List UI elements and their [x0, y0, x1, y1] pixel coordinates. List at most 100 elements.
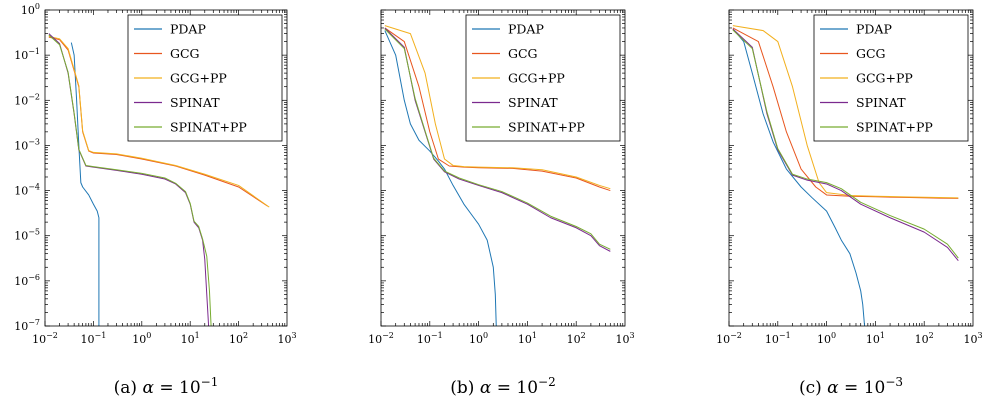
series-line-gcg-pppp [732, 25, 959, 199]
x-tick-label-exp: 2 [243, 331, 248, 340]
x-tick-label: 101 [518, 331, 537, 346]
series-line-spinat-pppp [732, 29, 959, 259]
y-tick-label: 10−2 [14, 92, 40, 107]
legend-label: SPINAT [170, 95, 220, 110]
x-tick-label: 10−2 [716, 331, 742, 346]
legend-label: GCG [170, 46, 200, 61]
x-tick-label: 10−1 [765, 331, 791, 346]
chart-panel-2: 10−2 10−1 100 101 102 103PDAPGCGGCG+PPSPINATS… [368, 9, 635, 398]
series-line-spinat-pppp [384, 28, 611, 250]
x-tick-label-exp: 0 [831, 331, 836, 340]
y-tick-label: 10−7 [14, 318, 40, 333]
series-line-gcg-pppp [48, 35, 270, 208]
x-tick-label: 103 [963, 331, 982, 346]
plot-frame [380, 9, 626, 327]
x-tick-label: 102 [567, 331, 586, 346]
x-tick-label-base: 10 [567, 333, 581, 346]
x-tick-label-exp: 1 [195, 331, 200, 340]
caption-part: = 10 [839, 378, 886, 398]
series-line-gcg [384, 27, 611, 192]
x-tick-label-base: 10 [229, 333, 243, 346]
caption-part: (b) [450, 378, 480, 398]
x-tick-label-exp: −1 [779, 331, 791, 340]
x-tick-label-exp: 0 [483, 331, 488, 340]
y-tick-label-base: 10 [14, 49, 28, 62]
x-tick-label-exp: 3 [291, 331, 296, 340]
legend: PDAP GCG GCG+PP SPINAT SPINAT+PP [813, 14, 969, 142]
axis-ticks [44, 9, 287, 327]
y-tick-label-exp: −6 [28, 273, 40, 282]
x-tick-label-base: 10 [132, 333, 146, 346]
y-tick-label-exp: −1 [28, 47, 40, 56]
y-tick-label: 100 [21, 2, 40, 17]
legend-label: GCG+PP [170, 71, 227, 86]
x-tick-label-exp: 3 [629, 331, 634, 340]
y-tick-label-exp: 0 [35, 2, 40, 11]
plot-frame [44, 9, 288, 327]
series-line-gcg [732, 27, 959, 199]
series-line-pdap [384, 30, 497, 327]
x-tick-label-base: 10 [368, 333, 382, 346]
x-tick-label-base: 10 [32, 333, 46, 346]
legend-label: SPINAT+PP [170, 120, 247, 135]
caption-part: α [142, 378, 154, 398]
legend: PDAP GCG GCG+PP SPINAT SPINAT+PP [465, 14, 621, 142]
y-tick-label: 10−6 [14, 273, 40, 288]
caption-part: = 10 [154, 378, 201, 398]
caption-part: α [827, 378, 839, 398]
x-tick-label-base: 10 [277, 333, 291, 346]
x-tick-label-base: 10 [716, 333, 730, 346]
series-line-spinat-pppp [48, 34, 212, 327]
x-tick-label-base: 10 [866, 333, 880, 346]
panel-caption: (c) α = 10−3 [799, 375, 903, 398]
y-tick-label-base: 10 [14, 230, 28, 243]
series-lines [384, 25, 611, 327]
y-tick-label-base: 10 [14, 275, 28, 288]
x-tick-label-exp: 0 [146, 331, 151, 340]
series-lines [732, 25, 959, 327]
caption-part: (a) [114, 378, 143, 398]
y-tick-label-base: 10 [14, 139, 28, 152]
legend-label: GCG [508, 46, 538, 61]
series-line-pdap [70, 42, 100, 326]
x-tick-label: 101 [866, 331, 885, 346]
x-tick-label-exp: 2 [929, 331, 934, 340]
x-tick-label-base: 10 [417, 333, 431, 346]
y-tick-label: 10−1 [14, 47, 40, 62]
legend-label: GCG [856, 46, 886, 61]
y-tick-label-base: 10 [14, 94, 28, 107]
y-tick-label: 10−5 [14, 228, 40, 243]
axis-ticks [380, 9, 625, 327]
legend-label: GCG+PP [856, 71, 913, 86]
x-tick-labels: 10−2 10−1 100 101 102 103 [716, 331, 982, 346]
x-tick-label-exp: −1 [95, 331, 107, 340]
x-tick-label-base: 10 [81, 333, 95, 346]
x-tick-label: 10−1 [81, 331, 107, 346]
x-tick-label-base: 10 [615, 333, 629, 346]
y-tick-label-base: 10 [21, 4, 35, 17]
x-tick-label-base: 10 [915, 333, 929, 346]
y-tick-label-exp: −4 [28, 183, 40, 192]
x-tick-label-base: 10 [518, 333, 532, 346]
x-tick-labels: 10−2 10−1 100 101 102 103 [32, 331, 296, 346]
series-line-spinat [732, 28, 959, 261]
x-tick-label-exp: −1 [431, 331, 443, 340]
legend-label: SPINAT+PP [508, 120, 585, 135]
legend-label: PDAP [508, 22, 544, 37]
x-tick-label: 10−2 [368, 331, 394, 346]
legend-label: PDAP [856, 22, 892, 37]
x-tick-label: 102 [229, 331, 248, 346]
x-tick-label-exp: −2 [46, 331, 58, 340]
x-tick-label-base: 10 [469, 333, 483, 346]
x-tick-label: 100 [469, 331, 488, 346]
y-tick-label-exp: −7 [28, 318, 40, 327]
y-tick-label-exp: −5 [28, 228, 40, 237]
series-line-pdap [732, 28, 866, 327]
chart-panel-1: 10−2 10−1 100 101 102 10310010−110−210−310−41… [14, 2, 296, 398]
x-tick-label: 102 [915, 331, 934, 346]
legend-label: SPINAT [508, 95, 558, 110]
y-tick-label: 10−3 [14, 137, 40, 152]
y-tick-label-base: 10 [14, 320, 28, 333]
